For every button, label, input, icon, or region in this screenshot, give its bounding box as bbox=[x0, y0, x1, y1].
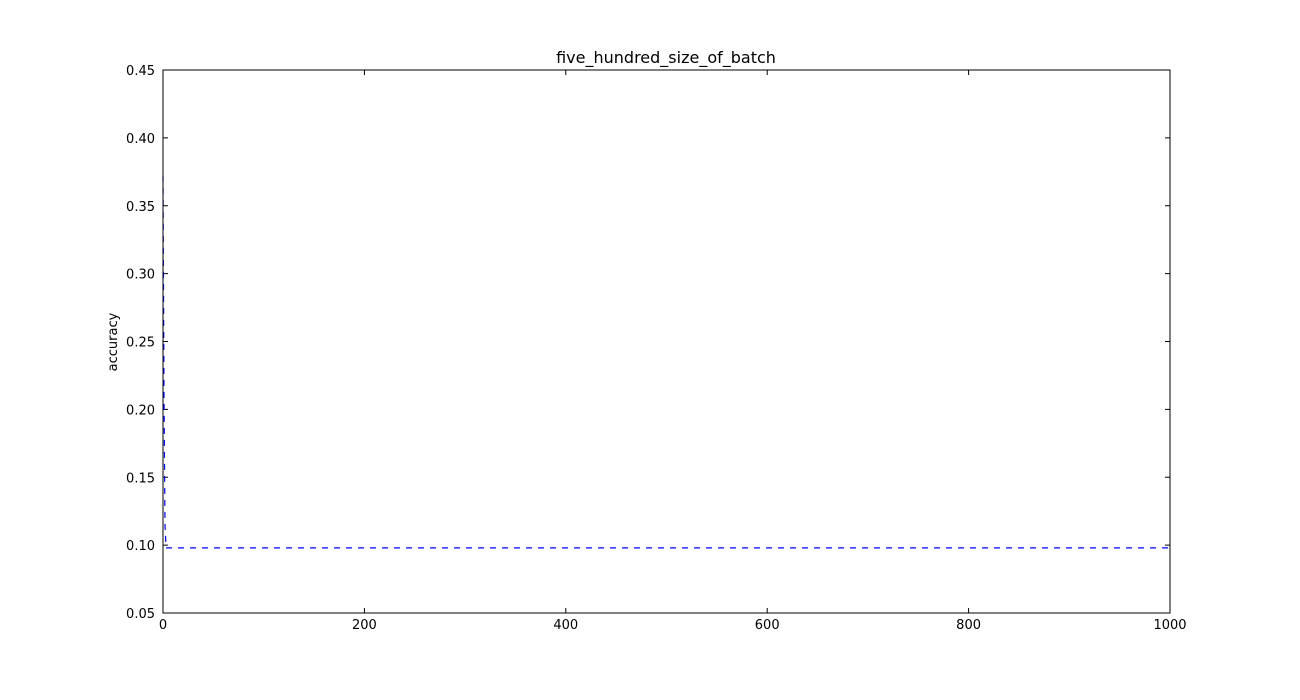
x-tick-label: 800 bbox=[956, 618, 981, 633]
y-axis-label: accuracy bbox=[106, 312, 121, 371]
y-tick-label: 0.40 bbox=[126, 132, 155, 147]
y-tick-label: 0.25 bbox=[126, 336, 155, 351]
x-tick-label: 0 bbox=[159, 618, 167, 633]
y-tick-label: 0.05 bbox=[126, 607, 155, 622]
x-tick-label: 400 bbox=[553, 618, 578, 633]
y-tick-label: 0.10 bbox=[126, 539, 155, 554]
y-tick-label: 0.30 bbox=[126, 268, 155, 283]
chart-title: five_hundred_size_of_batch bbox=[556, 48, 776, 68]
y-tick-label: 0.15 bbox=[126, 471, 155, 486]
x-tick-label: 200 bbox=[352, 618, 377, 633]
x-tick-label: 600 bbox=[755, 618, 780, 633]
y-tick-label: 0.20 bbox=[126, 403, 155, 418]
x-tick-label: 1000 bbox=[1153, 618, 1186, 633]
series-line bbox=[162, 175, 1170, 549]
series-layer bbox=[162, 175, 1170, 549]
y-tick-label: 0.35 bbox=[126, 200, 155, 215]
plot-area-frame bbox=[162, 69, 1171, 614]
y-tick-label: 0.45 bbox=[126, 64, 155, 79]
axis-ticks: 0 200 400 600 800 1000 0.05 0.10 0.15 0.20 0.25 0.3… bbox=[126, 64, 1187, 633]
